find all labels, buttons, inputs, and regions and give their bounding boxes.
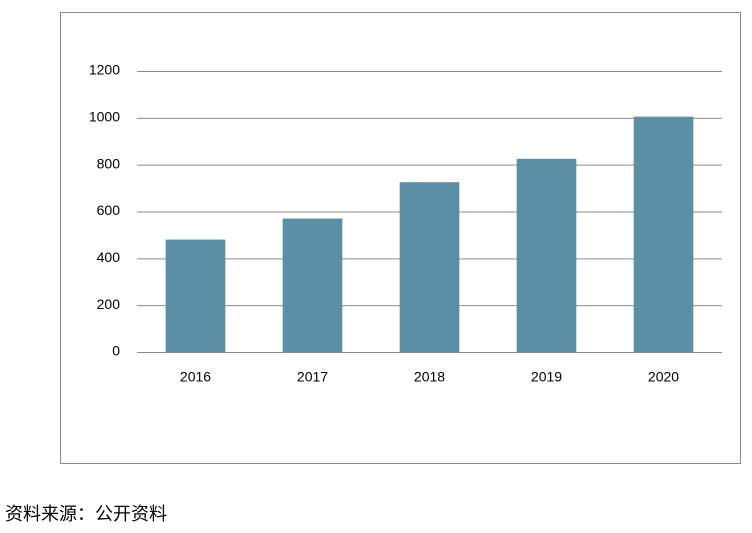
- x-tick-label: 2020: [648, 369, 679, 385]
- y-tick-label: 1000: [89, 109, 120, 125]
- bar: [399, 182, 460, 352]
- bar: [633, 116, 694, 352]
- y-tick-label: 0: [112, 343, 120, 359]
- y-tick-label: 1200: [89, 62, 120, 78]
- y-tick-label: 800: [97, 155, 121, 171]
- source-note: 资料来源：公开资料: [5, 504, 167, 525]
- bar: [282, 218, 343, 352]
- bar: [165, 239, 226, 352]
- y-tick-label: 400: [97, 249, 121, 265]
- x-tick-label: 2016: [180, 369, 211, 385]
- y-tick-label: 600: [97, 202, 121, 218]
- bar: [516, 158, 577, 352]
- y-tick-label: 200: [97, 296, 121, 312]
- x-tick-label: 2018: [414, 369, 445, 385]
- x-tick-label: 2017: [297, 369, 328, 385]
- x-tick-label: 2019: [531, 369, 562, 385]
- chart: 0 200 400 600 800 1000 1200 2016 2017 2018 2019 202…: [60, 12, 741, 464]
